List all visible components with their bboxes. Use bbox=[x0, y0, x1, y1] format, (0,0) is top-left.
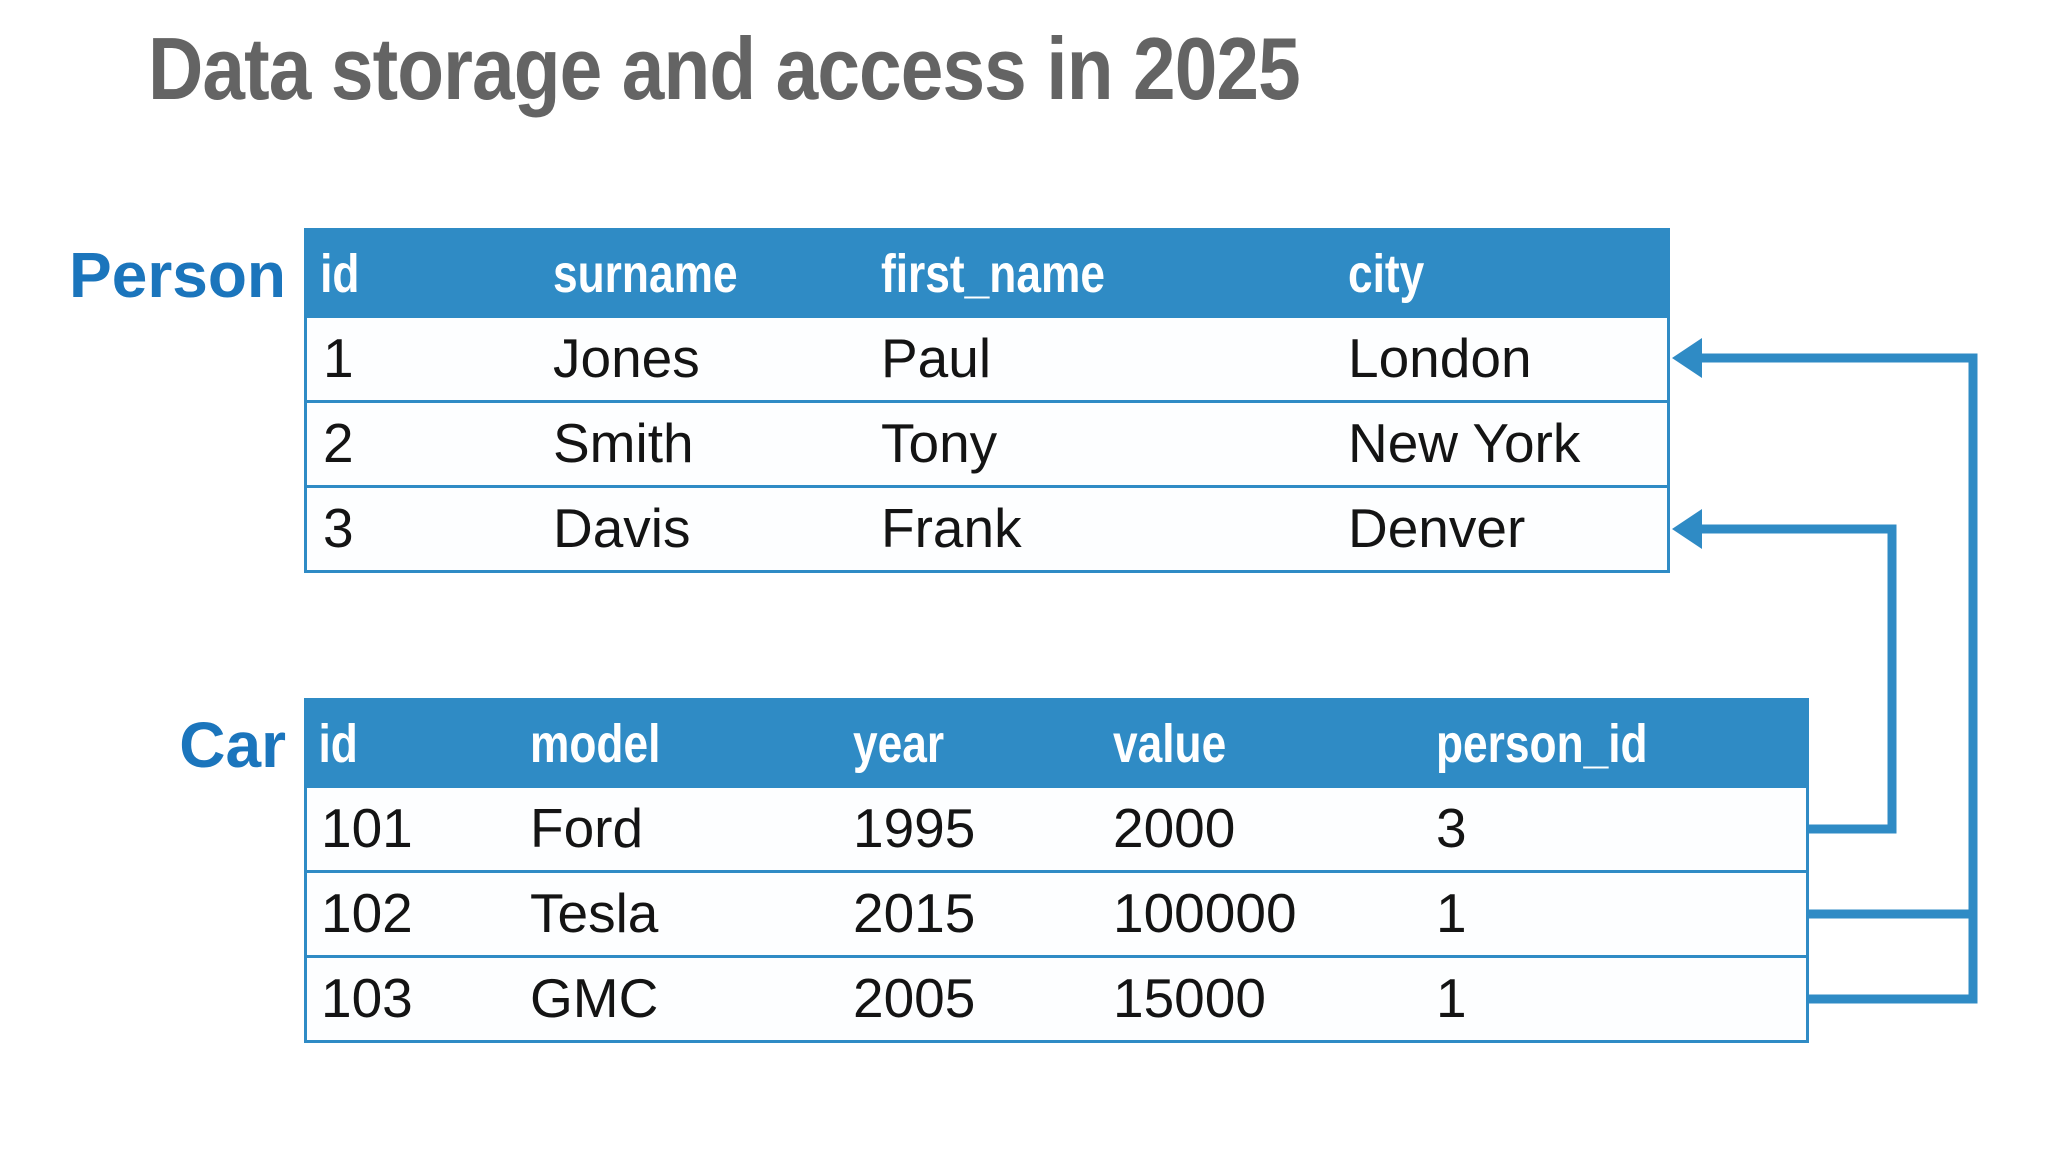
column-header-model: model bbox=[530, 714, 661, 774]
table-cell: GMC bbox=[530, 967, 659, 1029]
table-cell: Frank bbox=[881, 497, 1022, 559]
person-table-header: id surname first_name city bbox=[307, 231, 1667, 318]
arrowhead-person1 bbox=[1672, 338, 1702, 378]
person-table-body: 1 Jones Paul London 2 Smith Tony New York 3 Davis… bbox=[307, 318, 1667, 570]
table-cell: 103 bbox=[321, 967, 413, 1029]
table-cell: Denver bbox=[1348, 497, 1526, 559]
table-cell: 3 bbox=[323, 497, 354, 559]
car-table: id model year value person_id 101 Ford 1995 200… bbox=[304, 698, 1809, 1043]
column-header-id: id bbox=[318, 714, 358, 774]
table-cell: 1 bbox=[1436, 967, 1467, 1029]
table-cell: Davis bbox=[553, 497, 691, 559]
table-cell: 102 bbox=[321, 882, 413, 944]
table-cell: Tony bbox=[881, 412, 998, 474]
table-cell: 2005 bbox=[853, 967, 976, 1029]
table-cell: Smith bbox=[553, 412, 694, 474]
column-header-city: city bbox=[1348, 244, 1425, 304]
table-cell: Jones bbox=[553, 327, 700, 389]
table-cell: 3 bbox=[1436, 797, 1467, 859]
table-cell: Ford bbox=[530, 797, 644, 859]
arrowhead-person3 bbox=[1672, 509, 1702, 549]
column-header-person_id: person_id bbox=[1436, 714, 1648, 774]
table-cell: 2015 bbox=[853, 882, 976, 944]
person-table-label: Person bbox=[69, 239, 286, 311]
table-cell: New York bbox=[1348, 412, 1581, 474]
person-table: id surname first_name city 1 Jones Paul London… bbox=[304, 228, 1670, 573]
table-row: 101 Ford 1995 2000 3 bbox=[307, 788, 1806, 870]
table-cell: Tesla bbox=[530, 882, 659, 944]
car-table-label: Car bbox=[179, 709, 286, 781]
table-cell: Paul bbox=[881, 327, 992, 389]
table-row: 102 Tesla 2015 100000 1 bbox=[307, 870, 1806, 955]
column-header-id: id bbox=[320, 244, 360, 304]
table-row: 103 GMC 2005 15000 1 bbox=[307, 955, 1806, 1040]
table-cell: 2 bbox=[323, 412, 354, 474]
table-cell: 1 bbox=[323, 327, 354, 389]
table-cell: London bbox=[1348, 327, 1532, 389]
slide-title: Data storage and access in 2025 bbox=[148, 19, 1301, 118]
table-cell: 1995 bbox=[853, 797, 976, 859]
column-header-first_name: first_name bbox=[881, 244, 1105, 304]
table-row: 2 Smith Tony New York bbox=[307, 400, 1667, 485]
table-row: 3 Davis Frank Denver bbox=[307, 485, 1667, 570]
table-cell: 2000 bbox=[1113, 797, 1236, 859]
column-header-surname: surname bbox=[553, 244, 738, 304]
car-table-header: id model year value person_id bbox=[307, 701, 1806, 788]
car-table-body: 101 Ford 1995 2000 3 102 Tesla 2015 100000 1 103 GM… bbox=[307, 788, 1806, 1040]
table-cell: 1 bbox=[1436, 882, 1467, 944]
table-cell: 15000 bbox=[1113, 967, 1266, 1029]
column-header-value: value bbox=[1113, 714, 1227, 774]
column-header-year: year bbox=[853, 714, 945, 774]
table-cell: 101 bbox=[321, 797, 413, 859]
table-cell: 100000 bbox=[1113, 882, 1297, 944]
table-row: 1 Jones Paul London bbox=[307, 318, 1667, 400]
